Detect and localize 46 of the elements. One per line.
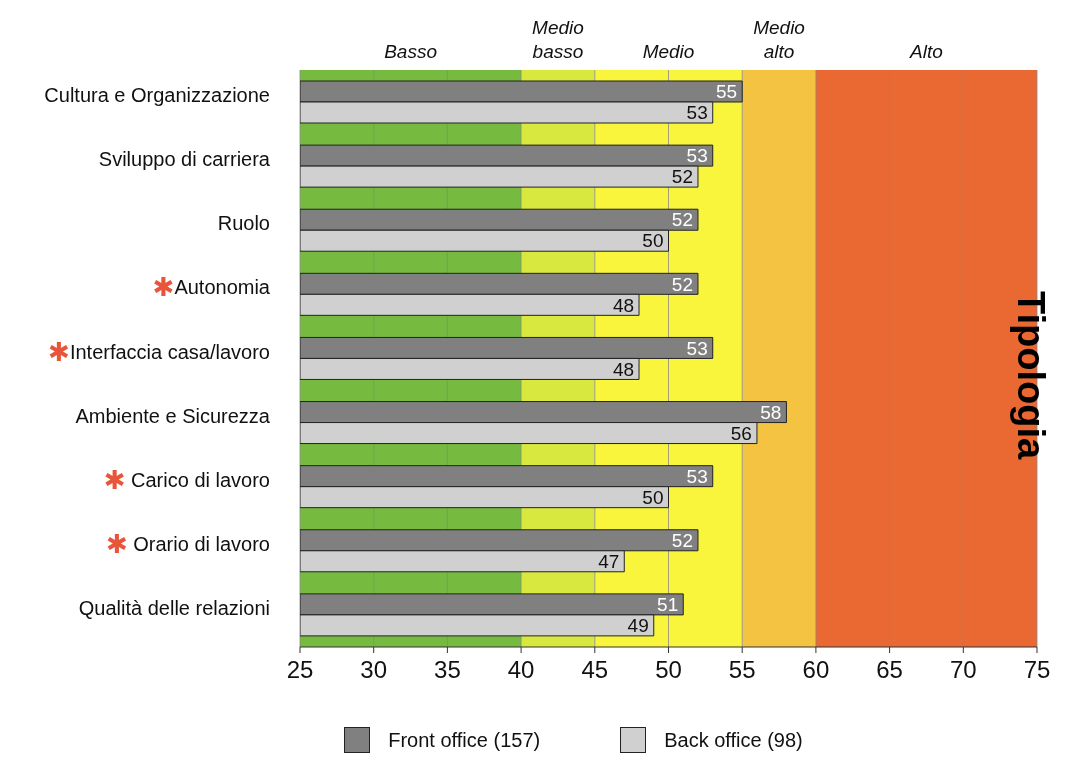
band-label: Medio basso bbox=[532, 17, 584, 62]
x-tick-label: 40 bbox=[507, 656, 535, 684]
band-label: Alto bbox=[909, 41, 943, 62]
data-label: 58 bbox=[760, 401, 782, 423]
x-tick-label: 35 bbox=[434, 656, 461, 684]
x-tick-label: 30 bbox=[360, 656, 388, 684]
data-label: 52 bbox=[671, 530, 693, 552]
data-label: 50 bbox=[642, 486, 664, 508]
y-tick-label: Cultura e Organizzazione bbox=[44, 84, 270, 107]
band-label: Medio bbox=[642, 41, 695, 62]
y-tick-label: Ambiente e Sicurezza bbox=[75, 404, 271, 427]
y-tick-label: ✱ Carico di lavoro bbox=[103, 464, 270, 495]
band-label: Medio alto bbox=[753, 17, 805, 62]
data-label: 52 bbox=[671, 209, 693, 231]
x-tick-label: 25 bbox=[286, 656, 314, 684]
data-label: 49 bbox=[627, 615, 649, 637]
data-label: 53 bbox=[686, 102, 708, 124]
data-label: 56 bbox=[730, 422, 752, 444]
x-tick-label: 50 bbox=[655, 656, 682, 684]
data-label: 53 bbox=[686, 337, 708, 359]
data-label: 52 bbox=[671, 273, 693, 295]
data-label: 48 bbox=[612, 294, 635, 316]
x-tick-label: 65 bbox=[876, 656, 903, 684]
legend-label: Front office (157) bbox=[388, 728, 541, 752]
data-label: 47 bbox=[598, 551, 620, 573]
x-tick-label: 55 bbox=[728, 656, 756, 684]
x-tick-label: 60 bbox=[802, 656, 830, 684]
y-tick-label: ✱Interfaccia casa/lavoro bbox=[48, 336, 270, 367]
data-label: 53 bbox=[686, 145, 708, 167]
y-tick-label: Sviluppo di carriera bbox=[98, 148, 271, 171]
annotation: Tipologia bbox=[1008, 290, 1052, 460]
band-label: Basso bbox=[384, 41, 437, 62]
y-tick-label: ✱ Orario di lavoro bbox=[105, 528, 270, 559]
y-tick-label: Ruolo bbox=[217, 212, 270, 235]
x-tick-label: 75 bbox=[1023, 656, 1051, 684]
legend-label: Back office (98) bbox=[664, 728, 803, 752]
data-label: 50 bbox=[642, 230, 664, 252]
data-label: 55 bbox=[716, 81, 738, 103]
data-label: 53 bbox=[686, 465, 708, 487]
x-tick-label: 45 bbox=[581, 656, 609, 684]
data-label: 52 bbox=[671, 166, 693, 188]
data-label: 48 bbox=[612, 358, 635, 380]
y-tick-label: Qualità delle relazioni bbox=[78, 596, 270, 619]
data-label: 51 bbox=[657, 594, 679, 616]
x-tick-label: 70 bbox=[949, 656, 977, 684]
y-tick-label: ✱Autonomia bbox=[152, 272, 271, 303]
